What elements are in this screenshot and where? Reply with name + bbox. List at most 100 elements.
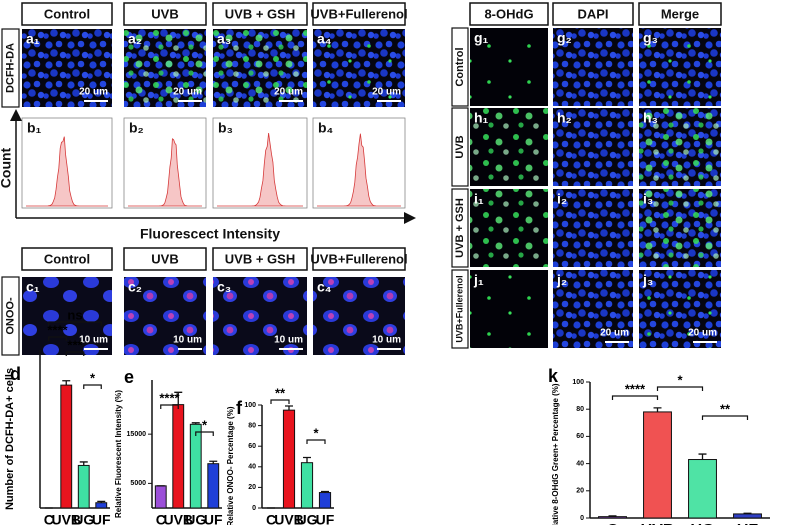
column-header: UVB+Fullerenol [310, 6, 407, 21]
column-header: Merge [661, 6, 699, 21]
micrograph-layer [470, 270, 548, 348]
micrograph-layer [470, 28, 548, 106]
significance-bracket [611, 395, 659, 400]
row-label-box [451, 188, 469, 268]
category-label: C [44, 512, 54, 525]
panel-letter: k [548, 366, 559, 386]
panel-label: a₃ [217, 31, 231, 47]
category-label: C [607, 522, 619, 525]
row-label-box [451, 27, 469, 107]
micrograph-layer [553, 189, 633, 267]
scale-bar-label: 10 um [372, 335, 401, 346]
category-label: UG [73, 512, 94, 525]
bar [95, 502, 108, 509]
category-label: UG [185, 512, 206, 525]
row-label-box [1, 28, 20, 108]
error-bar [79, 461, 88, 466]
significance-label: * [202, 417, 208, 432]
histogram [317, 133, 401, 207]
y-tick-label: 60 [248, 443, 256, 450]
category-label: UF [316, 512, 335, 525]
y-tick-label: 20 [576, 488, 584, 495]
micrograph-layer [313, 29, 405, 107]
category-label: UF [737, 522, 759, 525]
scale-bar-label: 10 um [274, 335, 303, 346]
significance-label: **** [625, 381, 646, 396]
panel-label: c₄ [317, 279, 331, 295]
y-tick-label: 100 [244, 402, 256, 409]
header-box [469, 2, 549, 26]
panel-label: h₁ [474, 110, 489, 126]
micrograph-layer [22, 277, 112, 355]
row-label: Control [454, 47, 466, 86]
scale-bar-label: 10 um [79, 335, 108, 346]
histogram [128, 138, 202, 207]
panel-label: g₂ [557, 30, 572, 46]
histogram [217, 133, 303, 207]
significance-label: **** [47, 322, 68, 337]
row-label-box [451, 107, 469, 187]
significance-bracket [83, 384, 102, 389]
significance-label: * [313, 425, 319, 440]
histogram [26, 136, 108, 207]
row-label: ONOO- [4, 297, 16, 335]
category-label: UVB [51, 512, 81, 525]
micrograph-layer [639, 108, 721, 186]
column-header: UVB [151, 251, 178, 266]
panel-label: b₁ [27, 120, 42, 136]
category-label: UG [297, 512, 318, 525]
panel-label: c₂ [128, 279, 142, 295]
y-axis-label: Count [0, 147, 14, 188]
panel-label: a₄ [317, 31, 331, 47]
y-tick-label: 15000 [127, 431, 147, 438]
panel-label: a₁ [26, 31, 40, 47]
column-header: UVB [151, 6, 178, 21]
significance-bracket [160, 404, 179, 409]
scale-bar-label: 20 um [79, 87, 108, 98]
significance-label: * [90, 370, 96, 385]
bar [77, 464, 90, 509]
panel-label: c₁ [26, 279, 40, 295]
y-axis-label: Relative Fluorescent Intensity (%) [114, 390, 123, 518]
panel-label: h₃ [643, 110, 658, 126]
panel-label: j₁ [473, 272, 484, 288]
error-bar [209, 460, 218, 464]
micrograph-layer [213, 277, 307, 355]
y-tick-label: 80 [576, 406, 584, 413]
significance-label: ** [275, 385, 286, 400]
micrograph-layer [213, 29, 307, 107]
scale-bar-label: 20 um [274, 87, 303, 98]
category-label: UVB [163, 512, 193, 525]
panel-label: g₃ [643, 30, 658, 46]
micrograph-layer [313, 277, 405, 355]
row-label: UVB+Fullerenol [454, 275, 464, 342]
bar [282, 409, 296, 509]
header-box [552, 2, 634, 26]
bar [598, 516, 627, 519]
micrograph-layer [470, 108, 548, 186]
header-box [312, 247, 406, 271]
header-box [212, 247, 308, 271]
y-tick-label: 60 [576, 433, 584, 440]
panel-letter: e [124, 367, 134, 387]
y-tick-label: 5000 [130, 480, 146, 487]
header-box [212, 2, 308, 26]
panel-letter: d [10, 364, 21, 384]
significance-bracket [48, 336, 67, 341]
panel-label: g₁ [474, 30, 489, 46]
micrograph-layer [553, 270, 633, 348]
y-axis-label: Number of DCFH-DA+ cells [4, 368, 16, 510]
panel-label: i₂ [557, 191, 567, 207]
significance-bracket [65, 351, 85, 356]
y-tick-label: 80 [248, 422, 256, 429]
histogram-frame [212, 117, 308, 209]
significance-bracket [270, 399, 290, 404]
column-header: DAPI [577, 6, 608, 21]
column-header: UVB + GSH [225, 251, 295, 266]
column-header: UVB + GSH [225, 6, 295, 21]
panel-label: h₂ [557, 110, 572, 126]
column-header: UVB+Fullerenol [310, 251, 407, 266]
error-bar [174, 391, 183, 405]
row-label-box [1, 276, 20, 356]
micrograph-layer [639, 189, 721, 267]
